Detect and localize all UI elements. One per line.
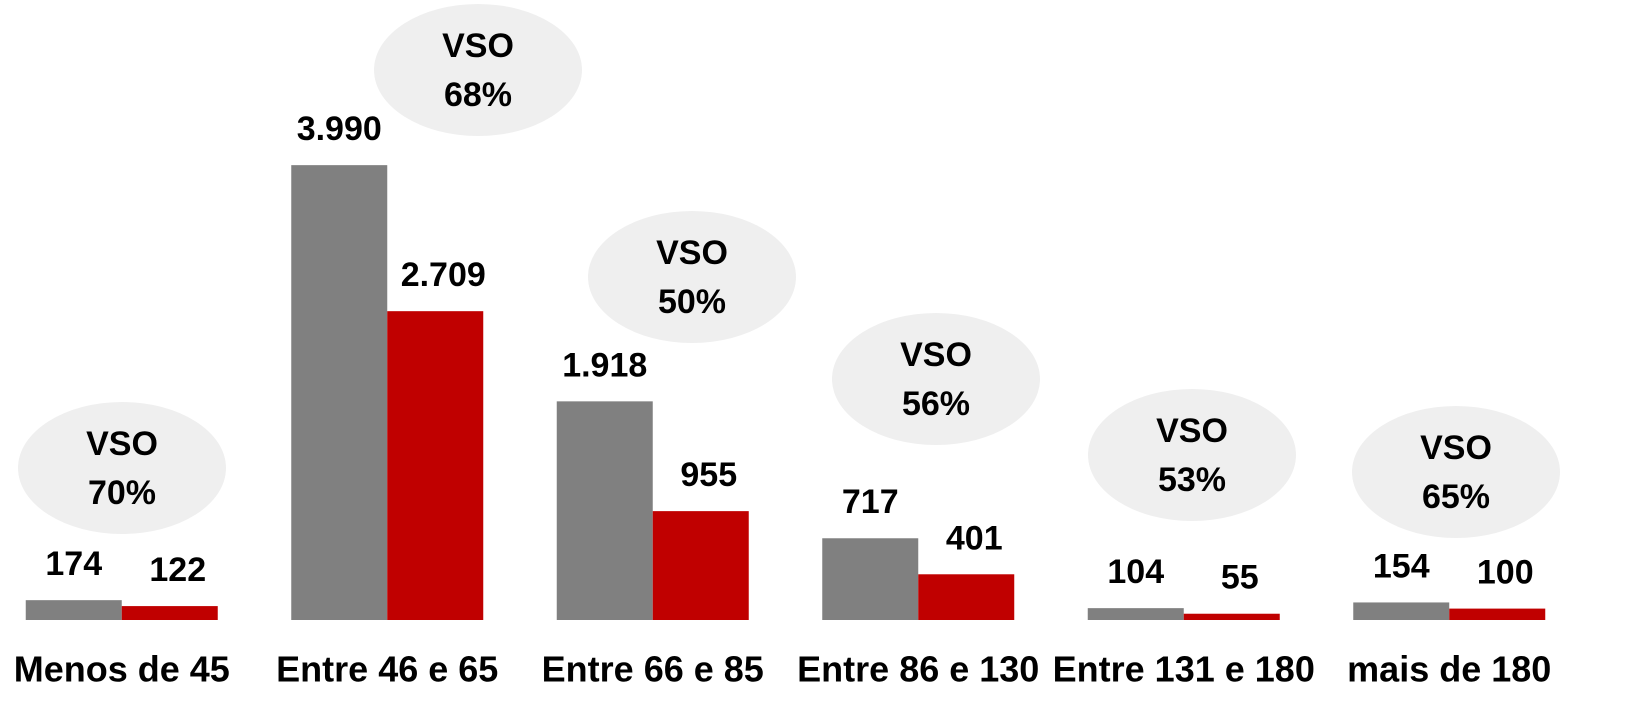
- bar: [1087, 608, 1184, 620]
- value-label: 154: [1373, 547, 1430, 585]
- vso-value: 53%: [1158, 461, 1226, 499]
- bar: [25, 600, 122, 620]
- vso-label: VSO: [86, 425, 158, 463]
- bar: [556, 401, 653, 620]
- value-label: 55: [1221, 559, 1259, 597]
- vso-value: 50%: [658, 283, 726, 321]
- value-label: 100: [1477, 554, 1534, 592]
- bar: [918, 574, 1015, 620]
- vso-label: VSO: [656, 234, 728, 272]
- bar: [291, 165, 388, 620]
- vso-value: 70%: [88, 474, 156, 512]
- vso-bubble: [18, 402, 226, 534]
- value-label: 717: [842, 483, 899, 521]
- bar: [652, 511, 749, 620]
- x-tick-label: Entre 131 e 180: [1053, 649, 1315, 690]
- x-tick-label: Entre 46 e 65: [276, 649, 498, 690]
- bar: [1353, 602, 1450, 620]
- value-label: 104: [1107, 553, 1164, 591]
- value-label: 1.918: [562, 346, 647, 384]
- vso-value: 65%: [1422, 478, 1490, 516]
- bar: [387, 311, 484, 620]
- vso-bubble: [1352, 406, 1560, 538]
- value-label: 122: [149, 551, 206, 589]
- bar: [121, 606, 218, 620]
- value-label: 3.990: [297, 110, 382, 148]
- vso-label: VSO: [1156, 412, 1228, 450]
- bar: [1183, 613, 1280, 620]
- vso-label: VSO: [1420, 429, 1492, 467]
- vso-label: VSO: [442, 27, 514, 65]
- x-tick-label: mais de 180: [1347, 649, 1551, 690]
- value-label: 2.709: [401, 256, 486, 294]
- vso-bubble: [1088, 389, 1296, 521]
- vso-value: 68%: [444, 76, 512, 114]
- x-tick-label: Entre 66 e 85: [542, 649, 764, 690]
- bar: [822, 538, 919, 620]
- value-label: 955: [680, 456, 737, 494]
- vso-bubble: [832, 313, 1040, 445]
- bar: [1449, 608, 1546, 620]
- vso-label: VSO: [900, 336, 972, 374]
- value-label: 401: [946, 519, 1003, 557]
- vso-bubble: [588, 211, 796, 343]
- vso-bubble: [374, 4, 582, 136]
- x-tick-label: Entre 86 e 130: [797, 649, 1039, 690]
- x-tick-label: Menos de 45: [14, 649, 230, 690]
- value-label: 174: [45, 545, 102, 583]
- vso-value: 56%: [902, 385, 970, 423]
